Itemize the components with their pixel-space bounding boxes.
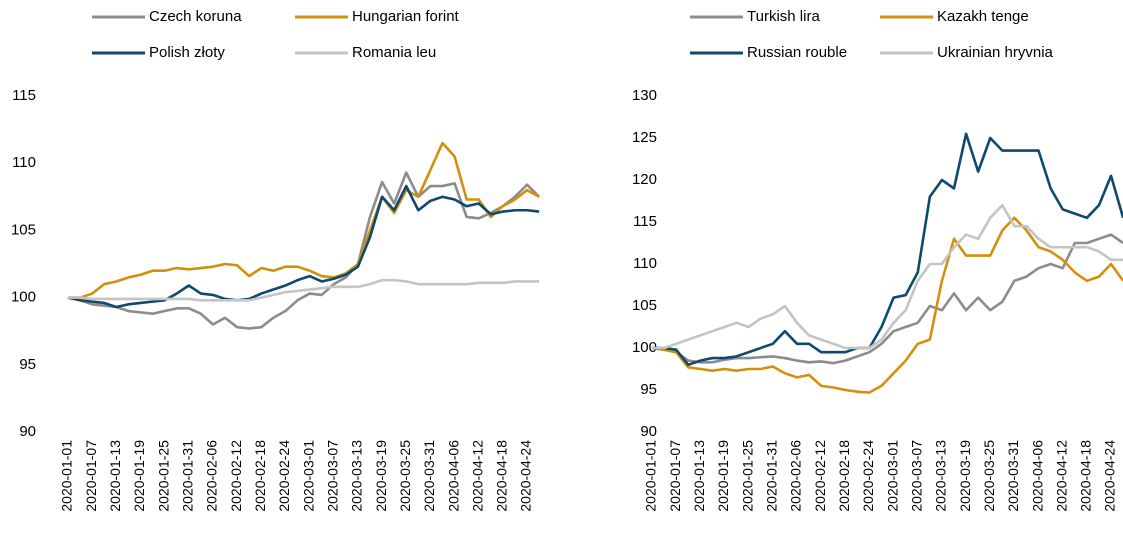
x-tick-label: 2020-03-25 (397, 440, 413, 512)
x-tick-label: 2020-03-07 (908, 440, 924, 512)
x-tick-label: 2020-01-19 (131, 440, 147, 512)
legend-label: Kazakh tenge (937, 8, 1029, 25)
x-tick-label: 2020-02-24 (860, 440, 876, 512)
x-tick-label: 2020-01-19 (715, 440, 731, 512)
series-line (652, 203, 1123, 350)
x-tick-label: 2020-04-24 (1102, 440, 1118, 512)
series-line (651, 233, 1123, 365)
y-tick-label: 125 (632, 129, 657, 146)
x-tick-label: 2020-03-19 (373, 440, 389, 512)
x-tick-label: 2020-01-31 (764, 440, 780, 512)
x-tick-label: 2020-03-31 (421, 440, 437, 512)
x-tick-label: 2020-04-24 (518, 440, 534, 512)
y-tick-label: 100 (632, 339, 657, 356)
series-line (68, 278, 540, 302)
legend-label: Czech koruna (149, 8, 242, 25)
legend-label: Hungarian forint (352, 8, 460, 25)
x-tick-label: 2020-03-31 (1005, 440, 1021, 512)
y-tick-label: 90 (640, 423, 657, 440)
x-tick-label: 2020-04-12 (1053, 440, 1069, 512)
y-tick-label: 115 (12, 87, 36, 104)
x-tick-label: 2020-01-25 (739, 440, 755, 512)
series-line (67, 184, 540, 309)
y-tick-label: 105 (632, 297, 657, 314)
x-tick-label: 2020-03-25 (981, 440, 997, 512)
y-tick-label: 120 (632, 171, 657, 188)
legend-label: Romania leu (352, 44, 436, 61)
legend-label: Polish złoty (149, 44, 225, 61)
y-tick-label: 95 (19, 356, 36, 373)
x-tick-label: 2020-01-01 (59, 440, 75, 512)
x-tick-label: 2020-04-18 (494, 440, 510, 512)
chart: 90 95 100 105 110 115 2020-01-01 2020-01-07 2020… (11, 8, 541, 512)
legend-label: Ukrainian hryvnia (937, 44, 1054, 61)
x-tick-label: 2020-01-25 (155, 440, 171, 512)
x-tick-label: 2020-02-18 (836, 440, 852, 512)
x-tick-label: 2020-03-13 (933, 440, 949, 512)
series-line (652, 132, 1123, 367)
x-tick-label: 2020-03-19 (957, 440, 973, 512)
x-tick-label: 2020-01-13 (107, 440, 123, 512)
x-tick-label: 2020-04-06 (1029, 440, 1045, 512)
legend-label: Turkish lira (747, 8, 820, 25)
y-tick-label: 105 (11, 221, 36, 238)
x-tick-label: 2020-02-12 (228, 440, 244, 512)
x-tick-label: 2020-04-12 (469, 440, 485, 512)
x-tick-label: 2020-01-07 (667, 440, 683, 512)
x-tick-label: 2020-01-07 (83, 440, 99, 512)
y-tick-label: 115 (633, 213, 657, 230)
y-tick-label: 130 (632, 87, 657, 104)
chart: 90 95 100 105 110 115 120 125 130 2020-01-01 2020-… (632, 8, 1123, 512)
y-tick-label: 95 (640, 381, 657, 398)
y-tick-label: 110 (633, 255, 657, 272)
x-tick-label: 2020-04-06 (445, 440, 461, 512)
x-tick-label: 2020-01-31 (180, 440, 196, 512)
x-tick-label: 2020-01-13 (691, 440, 707, 512)
x-tick-label: 2020-02-18 (252, 440, 268, 512)
x-tick-label: 2020-01-01 (643, 440, 659, 512)
x-tick-label: 2020-02-24 (276, 440, 292, 512)
series-line (651, 216, 1123, 394)
series-line (67, 171, 541, 330)
y-tick-label: 110 (12, 154, 36, 171)
x-tick-label: 2020-03-01 (884, 440, 900, 512)
x-tick-label: 2020-03-07 (324, 440, 340, 512)
x-tick-label: 2020-03-13 (349, 440, 365, 512)
legend-label: Russian rouble (747, 44, 847, 61)
x-tick-label: 2020-02-12 (812, 440, 828, 512)
x-tick-label: 2020-02-06 (788, 440, 804, 512)
x-tick-label: 2020-04-18 (1078, 440, 1094, 512)
y-tick-label: 90 (19, 423, 36, 440)
series-line (68, 141, 540, 299)
x-tick-label: 2020-02-06 (204, 440, 220, 512)
y-tick-label: 100 (11, 289, 36, 306)
x-tick-label: 2020-03-01 (300, 440, 316, 512)
